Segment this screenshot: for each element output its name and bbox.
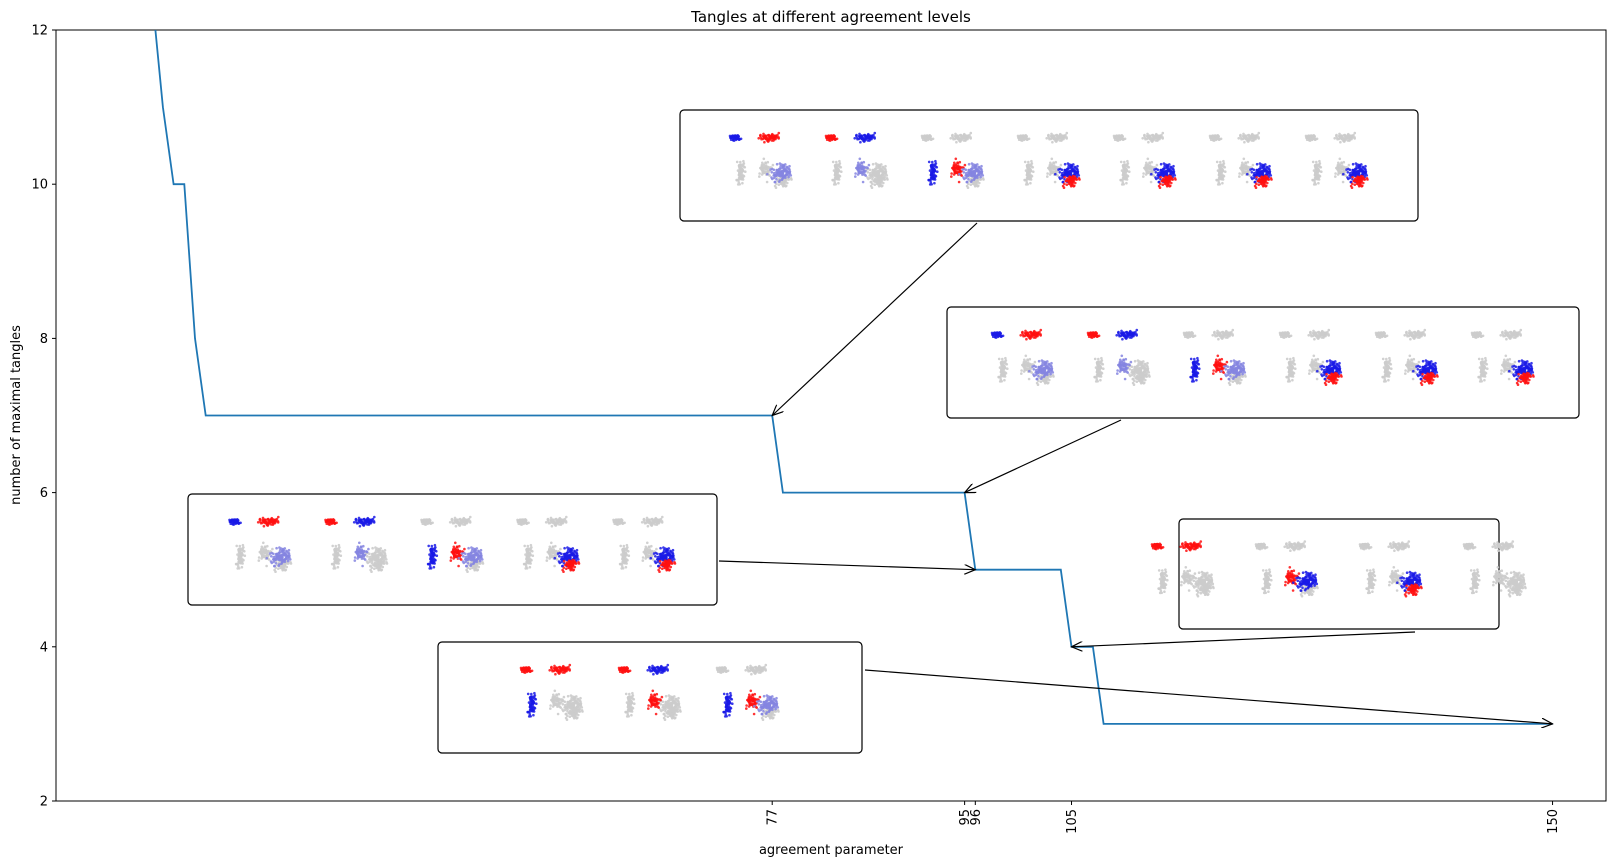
series-lines: [154, 29, 1553, 725]
tangle-scatter: [728, 131, 793, 189]
inset-panel: [946, 306, 1580, 419]
y-tick-label: 8: [40, 332, 48, 347]
tangle-scatter: [1470, 328, 1535, 387]
tangle-scatter: [519, 663, 584, 721]
tangle-scatter: [1254, 540, 1319, 598]
x-tick-label: 95: [958, 809, 973, 826]
series-line: [154, 29, 1553, 725]
tangle-scatter: [990, 328, 1055, 387]
inset-box: [1178, 518, 1500, 630]
tangle-scatter: [420, 515, 485, 573]
plot-frame: [55, 29, 1607, 802]
tangle-scatter: [1182, 328, 1247, 387]
y-axis-label: number of maximal tangles: [9, 325, 24, 505]
tangle-scatter: [1208, 131, 1273, 189]
x-tick-label: 77: [766, 809, 781, 826]
chart-title: Tangles at different agreement levels: [690, 8, 971, 26]
tangle-scatter: [1358, 540, 1423, 598]
annotation-arrow: [864, 669, 1553, 724]
inset-panel: [1150, 518, 1527, 630]
tangle-scatter: [1086, 328, 1151, 387]
tangle-scatter: [324, 515, 389, 573]
annotation-insets: [187, 109, 1580, 754]
x-tick-label: 96: [969, 809, 984, 826]
tangle-scatter: [1462, 540, 1527, 598]
tangle-scatter: [715, 663, 780, 721]
annotation-arrow: [1072, 631, 1416, 647]
tangle-scatter: [612, 515, 677, 573]
inset-panel: [679, 109, 1419, 222]
y-tick-label: 4: [40, 640, 48, 655]
y-axis: 2 4 6 8 10 12: [31, 24, 56, 810]
annotation-arrow: [718, 560, 975, 570]
tangle-scatter: [1278, 328, 1343, 387]
annotation-arrows: [718, 222, 1553, 724]
annotation-arrow: [772, 222, 978, 416]
tangle-scatter: [1304, 131, 1369, 189]
tangle-scatter: [228, 515, 293, 573]
y-tick-label: 12: [31, 24, 48, 39]
y-tick-label: 2: [40, 795, 48, 810]
tangle-scatter: [617, 663, 682, 721]
tangle-scatter: [516, 515, 581, 573]
inset-panel: [187, 493, 718, 606]
tangle-scatter: [1374, 328, 1439, 387]
annotation-arrow: [965, 419, 1122, 493]
tangle-scatter: [1112, 131, 1177, 189]
y-tick-label: 6: [40, 486, 48, 501]
y-tick-label: 10: [31, 178, 48, 193]
tangle-scatter: [920, 131, 985, 189]
tangle-scatter: [1150, 540, 1215, 598]
inset-panel: [437, 641, 863, 754]
tangle-scatter: [824, 131, 889, 189]
x-tick-label: 105: [1065, 809, 1080, 834]
x-axis-label: agreement parameter: [759, 843, 904, 858]
tangle-scatter: [1016, 131, 1081, 189]
x-tick-label: 150: [1546, 809, 1561, 834]
